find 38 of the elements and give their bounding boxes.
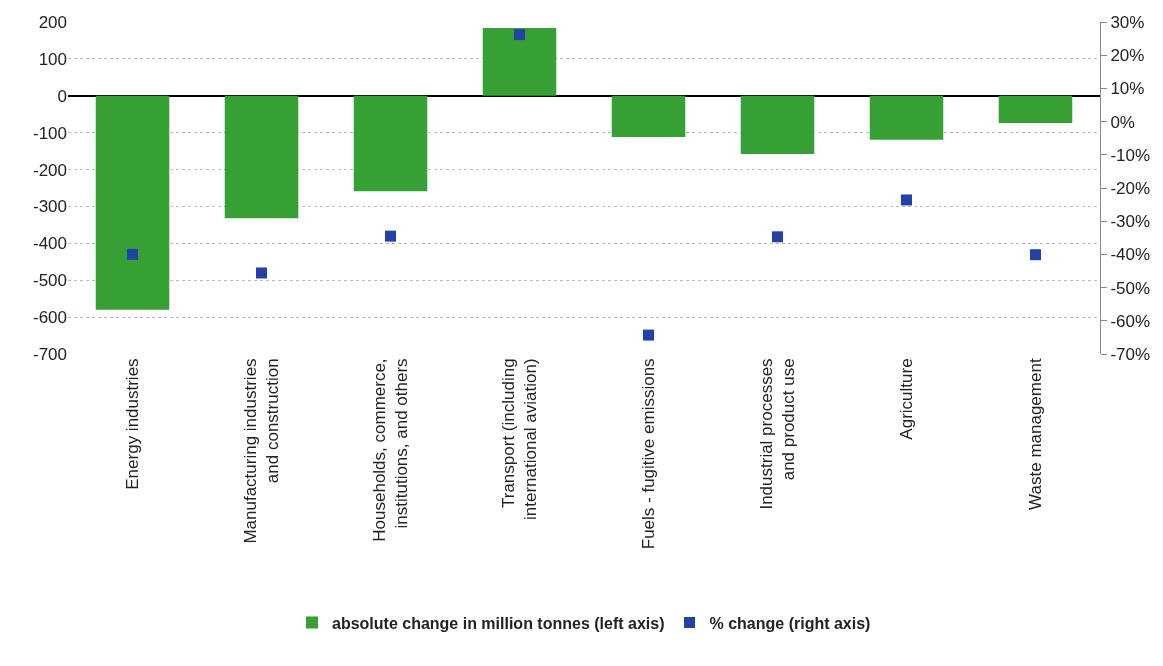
x-tick-label: Energy industries [123, 358, 143, 490]
y-tick-label: -300 [32, 197, 67, 217]
y-tick-label: -200 [32, 160, 67, 180]
y-tick-label: -500 [32, 271, 67, 291]
x-tick-label: Transport (including international aviation) [498, 358, 541, 521]
x-tick-label: Waste management [1026, 358, 1046, 510]
y2-tick-label: -40% [1110, 245, 1151, 265]
x-tick-label: Agriculture [897, 358, 917, 440]
point [256, 267, 267, 279]
y2-tick-label: 30% [1110, 12, 1145, 32]
y2-tick-label: 20% [1110, 46, 1145, 66]
y-tick-label: -600 [32, 308, 67, 328]
y2-tick-label: -50% [1110, 278, 1151, 298]
y-tick-label: 200 [38, 12, 67, 32]
x-tick-label: Fuels - fugitive emissions [639, 358, 659, 550]
legend-label: % change (right axis) [709, 614, 871, 632]
y-tick-label: -100 [32, 123, 67, 143]
y2-tick-label: -10% [1110, 145, 1151, 165]
y-tick-label: 0 [57, 86, 67, 106]
x-tick-label: Industrial processes and product use [756, 358, 799, 510]
y2-tick-label: 10% [1110, 79, 1145, 99]
y2-tick-label: -30% [1110, 212, 1151, 232]
point [1030, 249, 1041, 261]
y-tick-label: 100 [38, 49, 67, 69]
y2-tick-label: -60% [1110, 311, 1151, 331]
y2-tick-label: -20% [1110, 178, 1151, 198]
point [772, 231, 783, 243]
point [901, 194, 912, 206]
y-tick-label: -400 [32, 234, 67, 254]
y-tick-label: -700 [32, 344, 67, 364]
point [127, 248, 138, 260]
legend-label: absolute change in million tonnes (left axis) [332, 614, 665, 632]
point [643, 329, 654, 341]
point [514, 29, 525, 41]
x-tick-label: Manufacturing industries and construction [240, 358, 283, 544]
point [385, 230, 396, 242]
y2-tick-label: 0% [1110, 112, 1135, 132]
y2-tick-label: -70% [1110, 344, 1151, 364]
